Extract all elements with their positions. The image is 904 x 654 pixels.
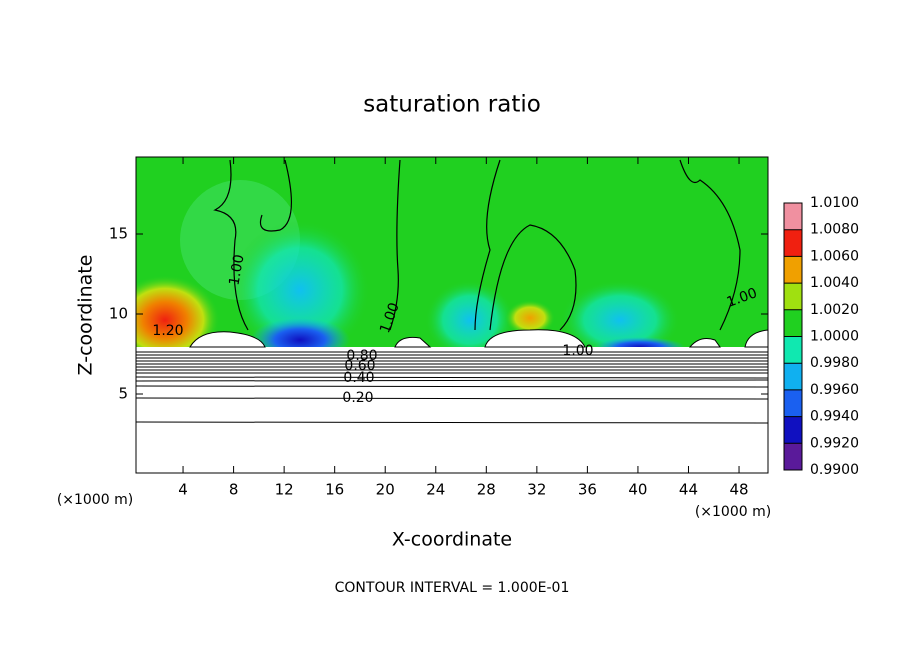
y-tick-label: 5 <box>118 385 128 403</box>
colorbar-tick-label: 0.9900 <box>810 462 859 478</box>
colorbar-tick-label: 1.0020 <box>810 302 859 318</box>
colorbar-band <box>784 389 802 417</box>
field <box>136 157 768 473</box>
y-tick-label: 10 <box>109 305 128 323</box>
contour-label: 1.00 <box>562 343 593 359</box>
x-tick-label: 8 <box>229 481 239 499</box>
colorbar-tick-label: 0.9980 <box>810 355 859 371</box>
chart-title: saturation ratio <box>363 92 541 118</box>
contour-label: 0.40 <box>343 370 374 386</box>
colorbar-tick-label: 0.9960 <box>810 382 859 398</box>
colorbar-band <box>784 283 802 310</box>
colorbar-band <box>784 336 802 364</box>
colorbar-tick-label: 0.9940 <box>810 409 859 425</box>
x-unit-right: (×1000 m) <box>695 504 771 520</box>
x-tick-label: 44 <box>679 481 698 499</box>
contour-label: 0.80 <box>346 348 377 364</box>
colorbar-band <box>784 309 802 337</box>
colorbar-tick-label: 1.0060 <box>810 248 859 264</box>
colorbar-band <box>784 416 802 444</box>
x-tick-label: 16 <box>325 481 344 499</box>
x-tick-label: 48 <box>729 481 748 499</box>
contour-line <box>136 385 768 388</box>
x-tick-label: 20 <box>376 481 395 499</box>
colorbar-tick-label: 1.0100 <box>810 195 859 211</box>
x-tick-label: 32 <box>527 481 546 499</box>
colorbar-band <box>784 443 802 470</box>
x-tick-label: 40 <box>628 481 647 499</box>
x-tick-label: 24 <box>426 481 445 499</box>
y-tick-label: 15 <box>109 225 128 243</box>
contour-label: 1.20 <box>152 323 183 339</box>
colorbar-band <box>784 229 802 257</box>
colorbar-tick-label: 1.0000 <box>810 329 859 345</box>
contour-line <box>136 421 768 424</box>
contour-line <box>136 397 768 400</box>
colorbar-tick-label: 0.9920 <box>810 435 859 451</box>
x-tick-label: 28 <box>477 481 496 499</box>
colorbar-tick-label: 1.0040 <box>810 275 859 291</box>
x-tick-label: 4 <box>178 481 188 499</box>
colorbar-tick-label: 1.0080 <box>810 222 859 238</box>
contour-label: 0.20 <box>342 390 373 406</box>
contour-line <box>136 379 768 382</box>
colorbar-band <box>784 363 802 390</box>
y-axis-label: Z-coordinate <box>75 255 97 376</box>
contour-line <box>136 376 768 379</box>
x-tick-label: 36 <box>578 481 597 499</box>
x-tick-label: 12 <box>275 481 294 499</box>
x-axis-label: X-coordinate <box>392 529 512 551</box>
x-unit-left: (×1000 m) <box>57 492 133 508</box>
colorbar-band <box>784 203 802 230</box>
colorbar-band <box>784 256 802 284</box>
footer-note: CONTOUR INTERVAL = 1.000E-01 <box>335 580 570 596</box>
contour-label: 1.00 <box>226 253 247 286</box>
contour-label: 0.60 <box>344 358 375 374</box>
plot-frame <box>135 156 769 474</box>
